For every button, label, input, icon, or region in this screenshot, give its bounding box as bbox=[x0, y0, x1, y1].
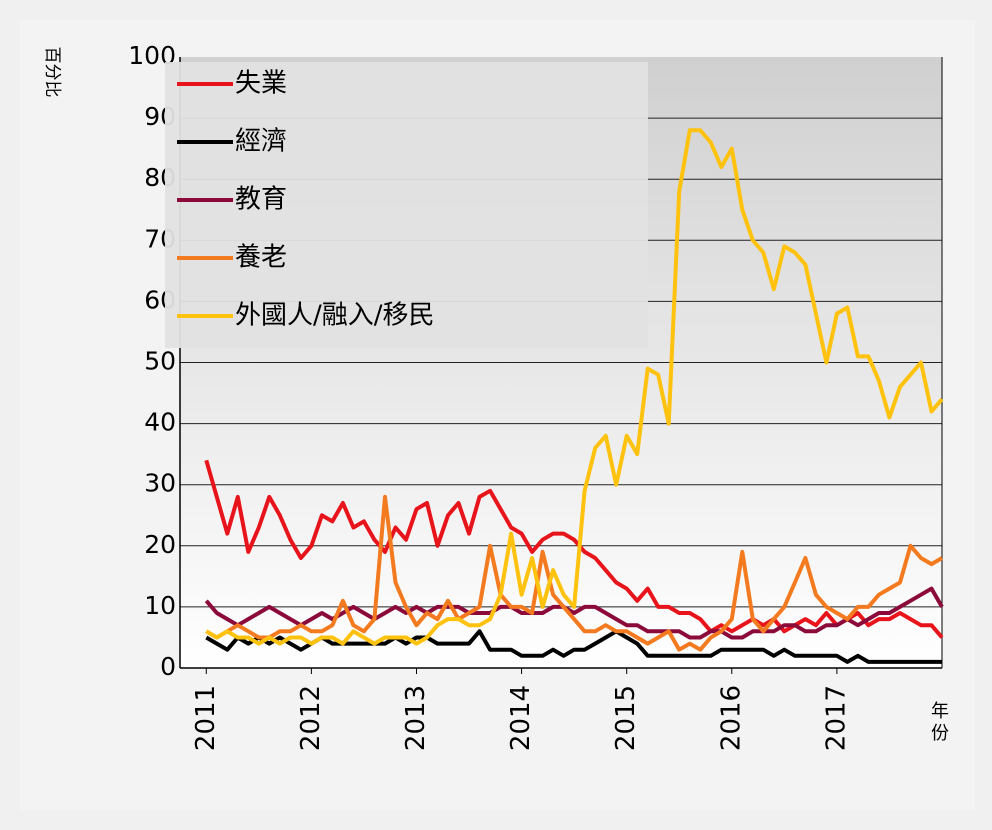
x-tick-label: 2012 bbox=[296, 685, 326, 751]
legend-label: 養老 bbox=[235, 243, 287, 273]
y-tick-label: 30 bbox=[144, 469, 176, 498]
y-tick-label: 10 bbox=[144, 591, 176, 620]
y-tick-label: 0 bbox=[160, 652, 176, 681]
legend-box bbox=[165, 62, 648, 348]
legend-label: 失業 bbox=[235, 69, 287, 99]
x-tick-label: 2015 bbox=[611, 685, 641, 751]
x-tick-label: 2014 bbox=[506, 685, 536, 751]
y-tick-label: 20 bbox=[144, 530, 176, 559]
x-tick-label: 2017 bbox=[821, 685, 851, 751]
y-axis-label: 百分比 bbox=[42, 47, 62, 98]
x-axis-label: 年份 bbox=[931, 701, 949, 744]
series-line bbox=[205, 629, 942, 664]
legend-label: 外國人/融入/移民 bbox=[235, 301, 435, 331]
series-line bbox=[204, 586, 944, 640]
series-line bbox=[205, 128, 944, 646]
series-line bbox=[204, 459, 944, 639]
x-tick-label: 2011 bbox=[191, 685, 221, 751]
x-tick-label: 2013 bbox=[401, 685, 431, 751]
legend-label: 經濟 bbox=[235, 127, 287, 157]
legend-label: 教育 bbox=[235, 185, 287, 215]
x-tick-label: 2016 bbox=[716, 685, 746, 751]
series-line bbox=[205, 494, 944, 652]
y-tick-label: 40 bbox=[144, 408, 176, 437]
y-tick-label: 50 bbox=[144, 347, 176, 376]
